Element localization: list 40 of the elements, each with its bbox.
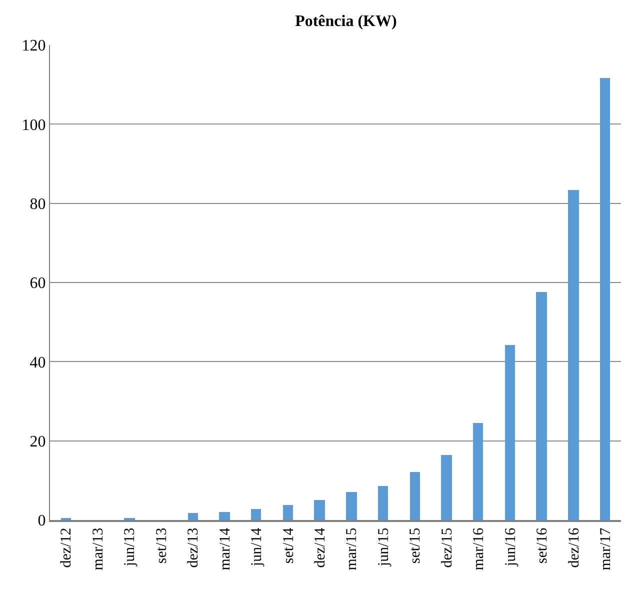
y-tick-label: 100 [22,116,46,134]
y-tick-label: 80 [30,196,46,213]
bar [346,492,357,520]
bar [441,455,452,520]
bar [568,190,579,520]
x-tick-label: mar/17 [598,527,614,570]
x-tick-label: dez/15 [439,528,456,568]
x-tick-label: jun/13 [122,528,138,568]
y-tick-label: 120 [22,38,46,55]
x-tick-label: jun/14 [249,527,266,568]
bar [188,513,198,520]
x-tick-label: mar/13 [90,528,106,570]
chart-title: Potência (KW) [295,13,397,30]
x-tick-label: dez/12 [58,528,75,568]
bar [378,486,388,520]
x-tick-label: dez/14 [312,527,329,568]
x-tick-label: dez/13 [186,528,202,568]
x-tick-label: jun/16 [502,527,519,568]
bar [251,509,261,520]
y-tick-label: 0 [38,512,46,530]
bar [473,423,483,520]
bar [600,78,610,520]
bar [505,345,515,520]
x-tick-label: set/15 [408,528,424,564]
x-tick-label: set/14 [280,527,297,564]
x-tick-label: set/16 [534,527,551,564]
x-tick-label: mar/14 [217,527,234,570]
bar [314,500,325,520]
bar [283,505,293,520]
y-tick-label: 40 [30,354,46,372]
x-tick-label: dez/16 [566,527,582,568]
y-tick-label: 20 [30,433,46,450]
y-tick-label: 60 [30,275,46,292]
x-tick-label: jun/15 [376,528,392,568]
x-tick-label: mar/16 [471,527,488,570]
bar [219,512,230,520]
x-tick-label: set/13 [154,528,170,564]
bar [536,292,547,520]
x-tick-label: mar/15 [344,528,360,570]
bar [410,472,420,520]
